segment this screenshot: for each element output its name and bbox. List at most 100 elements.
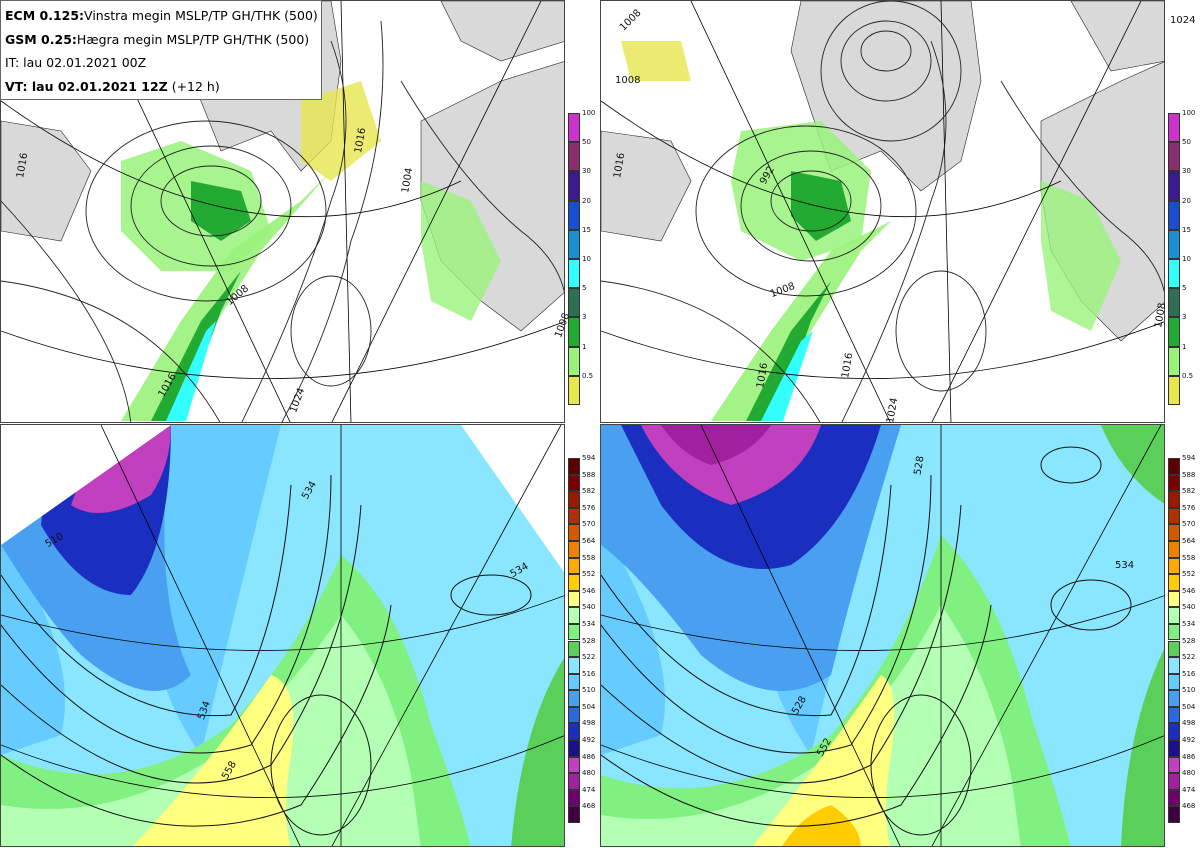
colorbar-label: 594 bbox=[1182, 454, 1196, 462]
precip-core bbox=[151, 271, 241, 421]
graticule bbox=[601, 1, 1164, 422]
ecm-model-label: ECM 0.125: bbox=[5, 8, 85, 23]
colorbar-label: 570 bbox=[1182, 520, 1196, 529]
colorbar-label: 498 bbox=[1182, 719, 1196, 728]
colorbar-label: 3 bbox=[582, 313, 587, 322]
colorbar-label: 510 bbox=[582, 686, 596, 695]
colorbar-segment bbox=[568, 590, 580, 608]
colorbar-segment bbox=[1168, 113, 1180, 143]
colorbar-label: 546 bbox=[582, 586, 596, 595]
gsm-model-line: GSM 0.25:Hægra megin MSLP/TP GH/THK (500… bbox=[5, 28, 317, 52]
colorbar-segment bbox=[1168, 607, 1180, 624]
colorbar-segment bbox=[1168, 375, 1180, 405]
colorbar-segment bbox=[568, 288, 580, 318]
ecm-model-line: ECM 0.125:Vinstra megin MSLP/TP GH/THK (… bbox=[5, 4, 318, 28]
colorbar-label: 474 bbox=[1182, 785, 1196, 794]
colorbar-label: 10 bbox=[1182, 255, 1191, 263]
thk-540 bbox=[1, 615, 421, 846]
precip-core bbox=[746, 281, 831, 421]
colorbar-segment bbox=[1168, 317, 1180, 347]
colorbar-label: 540 bbox=[1182, 603, 1196, 612]
colorbar-label: 30 bbox=[1182, 167, 1191, 176]
valid-time-line: VT: lau 02.01.2021 12Z (+12 h) bbox=[5, 75, 317, 99]
colorbar-segment bbox=[1168, 574, 1180, 591]
colorbar-segment bbox=[568, 574, 580, 591]
colorbar-label: 522 bbox=[1182, 653, 1196, 662]
colorbar-label: 522 bbox=[582, 653, 596, 662]
colorbar-label: 516 bbox=[582, 669, 596, 678]
colorbar-label: 582 bbox=[582, 487, 596, 496]
colorbar-label: 0.5 bbox=[1182, 371, 1194, 380]
colorbar-segment bbox=[568, 607, 580, 624]
gsm-thickness-map bbox=[600, 424, 1165, 847]
colorbar-label: 50 bbox=[582, 138, 591, 147]
colorbar-label: 15 bbox=[582, 225, 591, 234]
colorbar-label: 480 bbox=[1182, 769, 1196, 778]
colorbar-label: 468 bbox=[1182, 802, 1196, 811]
colorbar-label: 570 bbox=[582, 520, 596, 529]
colorbar-label: 492 bbox=[582, 736, 596, 745]
colorbar-label: 564 bbox=[1182, 536, 1196, 545]
colorbar-label: 486 bbox=[582, 752, 596, 761]
colorbar-label: 5 bbox=[1182, 284, 1187, 293]
colorbar-segment bbox=[568, 229, 580, 259]
colorbar-segment bbox=[1168, 740, 1180, 757]
contour-label: 1008 bbox=[615, 75, 641, 86]
graticule bbox=[1, 1, 564, 422]
precip-low-core bbox=[191, 181, 251, 241]
colorbar-segment bbox=[568, 623, 580, 641]
precip-scandinavia bbox=[421, 181, 501, 321]
gh-contours bbox=[601, 446, 1132, 836]
colorbar-segment bbox=[1168, 171, 1180, 201]
isobars bbox=[1, 20, 564, 422]
colorbar-label: 10 bbox=[582, 255, 591, 263]
colorbar-segment bbox=[1168, 474, 1180, 492]
colorbar-label: 528 bbox=[1182, 636, 1196, 645]
colorbar-segment bbox=[1168, 507, 1180, 525]
precip-band bbox=[121, 151, 351, 421]
colorbar-label: 15 bbox=[1182, 225, 1191, 234]
precip-light bbox=[621, 41, 691, 81]
colorbar-segment bbox=[568, 491, 580, 508]
colorbar-segment bbox=[568, 673, 580, 691]
colorbar-label: 564 bbox=[582, 536, 596, 545]
colorbar-segment bbox=[1168, 723, 1180, 741]
colorbar-segment bbox=[568, 740, 580, 757]
colorbar-segment bbox=[568, 113, 580, 143]
ecm-model-desc: Vinstra megin MSLP/TP GH/THK (500) bbox=[84, 8, 318, 23]
colorbar-segment bbox=[1168, 590, 1180, 608]
colorbar-label: 582 bbox=[1182, 487, 1196, 496]
ecm-thickness-map bbox=[0, 424, 565, 847]
graticule bbox=[601, 425, 1164, 846]
colorbar-label: 528 bbox=[582, 636, 596, 645]
colorbar-segment bbox=[568, 640, 580, 658]
colorbar-segment bbox=[1168, 288, 1180, 318]
valid-time-label: VT: lau 02.01.2021 12Z bbox=[5, 78, 168, 94]
colorbar-segment bbox=[1168, 200, 1180, 230]
colorbar-label: 558 bbox=[582, 553, 596, 562]
colorbar-label: 588 bbox=[582, 470, 596, 479]
colorbar-label: 1 bbox=[1182, 342, 1187, 351]
colorbar-label: 50 bbox=[1182, 138, 1191, 147]
colorbar-segment bbox=[568, 723, 580, 741]
colorbar-segment bbox=[1168, 706, 1180, 724]
colorbar-segment bbox=[1168, 789, 1180, 807]
valid-time-offset: (+12 h) bbox=[167, 78, 220, 94]
colorbar-segment bbox=[1168, 623, 1180, 641]
precip-colorbar-left: 100 50 30 20 15 10 5 3 1 0.5 bbox=[568, 109, 600, 405]
colorbar-segment bbox=[568, 557, 580, 575]
colorbar-label: 546 bbox=[1182, 586, 1196, 595]
contour-label: 1024 bbox=[1170, 15, 1196, 26]
colorbar-label: 576 bbox=[582, 503, 596, 512]
arctic-land bbox=[1070, 1, 1164, 72]
colorbar-segment bbox=[1168, 806, 1180, 823]
colorbar-label: 20 bbox=[1182, 196, 1191, 205]
gh-contours bbox=[1, 474, 532, 836]
colorbar-segment bbox=[568, 507, 580, 525]
colorbar-segment bbox=[1168, 540, 1180, 558]
thk-528-east bbox=[1101, 425, 1164, 846]
colorbar-label: 552 bbox=[1182, 570, 1196, 579]
colorbar-segment bbox=[568, 789, 580, 807]
precip-scandinavia bbox=[1041, 181, 1121, 331]
thk-546 bbox=[752, 675, 895, 846]
